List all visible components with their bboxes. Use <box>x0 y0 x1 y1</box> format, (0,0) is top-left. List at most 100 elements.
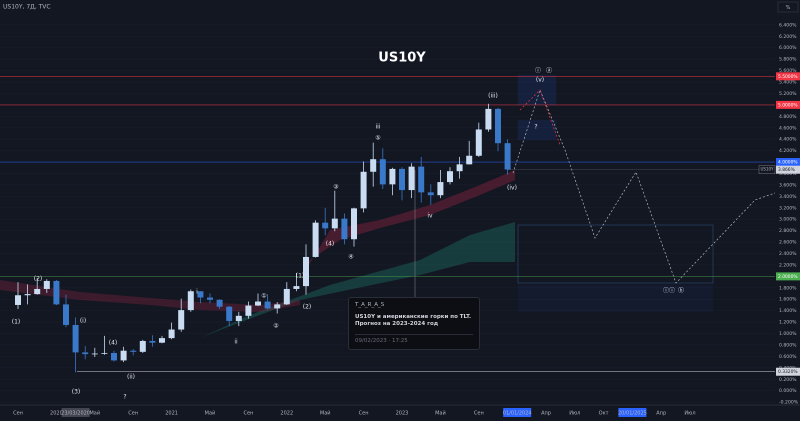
candle-body <box>447 171 453 183</box>
y-tick-label: 2.400% <box>779 251 797 257</box>
y-tick-label: 6.000% <box>779 45 797 51</box>
wave-label: ⓐ <box>546 67 552 75</box>
wave-label: (iii) <box>488 93 498 100</box>
y-tick-label: 0.800% <box>779 342 797 348</box>
y-tick-label: 0.200% <box>779 377 797 383</box>
wave-label: ⓘⓘ <box>663 287 675 295</box>
last-price-label: 3.866% <box>778 167 795 173</box>
candle-body <box>101 352 108 354</box>
candle-body <box>72 324 79 353</box>
candle-body <box>63 304 69 325</box>
x-tick-highlight <box>503 408 532 417</box>
wave-label: iii <box>375 124 380 131</box>
x-tick-label: Сен <box>13 411 23 417</box>
y-tick-label: 4.600% <box>779 125 797 131</box>
candle-body <box>197 291 204 298</box>
x-tick-label: 01/01/2024 <box>503 411 532 417</box>
scale-button[interactable] <box>777 1 799 13</box>
x-tick-label: Июл <box>569 411 580 417</box>
wave-label: (iv) <box>507 185 517 192</box>
candle-body <box>322 222 329 229</box>
price-badge-label: 0.3320% <box>778 369 798 375</box>
x-tick-label: Май <box>435 410 446 417</box>
idea-date: 09/02/2023 · 17:25 <box>355 333 473 344</box>
candle-body <box>475 129 482 156</box>
wave-label: (ii) <box>127 374 135 381</box>
x-tick-highlight <box>618 408 647 417</box>
wave-label: (1) <box>296 273 305 280</box>
y-tick-label: 2.800% <box>779 228 797 234</box>
wave-label: ⓑ <box>678 287 684 295</box>
wave-label: ⓘ <box>535 67 541 75</box>
target-box <box>517 119 557 141</box>
x-tick-label: Июл <box>684 411 695 417</box>
wave-label: (2) <box>34 276 43 283</box>
y-tick-label: 5.400% <box>779 80 797 86</box>
wave-label: ii <box>234 339 238 346</box>
price-badge <box>776 158 800 167</box>
candle-body <box>504 143 511 170</box>
y-tick-label: 1.800% <box>779 285 797 291</box>
wave-label: ② <box>273 323 279 330</box>
price-badge-label: 5.5000% <box>778 74 798 80</box>
candle-body <box>312 222 319 257</box>
candle-body <box>130 350 137 352</box>
candle-body <box>15 295 21 305</box>
wave-label: ? <box>534 124 537 131</box>
y-tick-label: 2.600% <box>779 240 797 246</box>
x-tick-highlight <box>61 408 90 417</box>
x-tick-label: 2020 <box>50 411 63 417</box>
price-badge <box>776 100 800 109</box>
price-badge <box>776 72 800 81</box>
candle-body <box>111 352 117 361</box>
ma-ribbon-red <box>300 170 515 280</box>
wave-label: (i) <box>80 318 86 325</box>
y-tick-label: 0.000% <box>779 388 797 394</box>
wave-label: (2) <box>303 304 312 311</box>
candle-body <box>360 171 367 209</box>
last-price-tag <box>758 165 776 174</box>
idea-title: US10Y и американские горки по TLT. Прогн… <box>355 314 472 328</box>
candle-body <box>437 182 444 196</box>
last-price-name: US10Y <box>761 167 775 172</box>
scale-label[interactable]: % <box>786 5 791 11</box>
projection-path-red <box>519 89 561 146</box>
x-tick-label: Май <box>205 410 216 417</box>
candle-body <box>207 297 213 300</box>
x-tick-label: 2022 <box>280 411 293 417</box>
candle-body <box>274 304 281 309</box>
candle-body <box>91 353 98 355</box>
y-tick-label: 3.200% <box>779 205 797 211</box>
y-tick-label: 3.800% <box>779 171 797 177</box>
idea-card[interactable]: T_A_R_A_S US10Y и американские горки по … <box>348 297 480 350</box>
ma-ribbon-green <box>200 222 515 338</box>
candle-body <box>187 291 194 311</box>
wave-label: (1) <box>12 319 21 326</box>
price-badge-label: 2.0000% <box>778 274 798 280</box>
y-tick-label: 6.200% <box>779 34 797 40</box>
candle-body <box>331 218 338 229</box>
y-tick-label: 3.600% <box>779 182 797 188</box>
x-tick-label: 20/01/2025 <box>618 411 647 417</box>
candle-body <box>82 352 89 355</box>
candle-body <box>351 208 357 240</box>
candle-body <box>34 288 41 295</box>
x-tick-label: 2021 <box>165 411 178 417</box>
x-tick-label: Сен <box>474 411 484 417</box>
last-price-badge <box>776 165 800 174</box>
y-tick-label: 4.400% <box>779 137 797 143</box>
candle-body <box>53 280 60 305</box>
candle-body <box>120 350 127 361</box>
wave-label: i <box>196 289 198 296</box>
wave-label: ① <box>261 293 266 300</box>
y-tick-label: 5.600% <box>779 68 797 74</box>
candle-body <box>216 299 223 307</box>
y-tick-label: 1.400% <box>779 308 797 314</box>
y-tick-label: 5.800% <box>779 57 797 63</box>
ma-ribbon-red-2 <box>0 280 300 312</box>
price-badge <box>776 272 800 281</box>
candle-body <box>139 340 146 352</box>
candle-body <box>408 166 415 191</box>
